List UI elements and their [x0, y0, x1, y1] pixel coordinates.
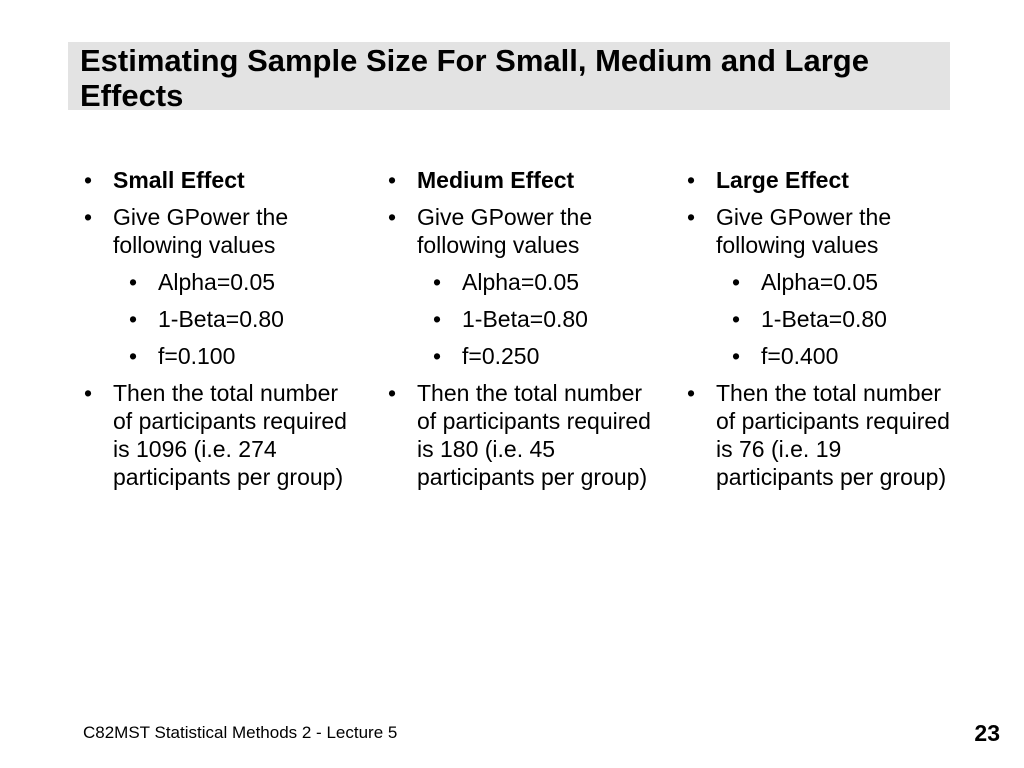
- medium-effect-alpha-item: • Alpha=0.05: [433, 268, 653, 296]
- bullet-icon: •: [388, 380, 397, 406]
- page-number: 23: [974, 720, 1000, 746]
- large-effect-conclusion-item: • Then the total number of participants …: [687, 379, 952, 491]
- small-effect-instruction: Give GPower the following values: [113, 204, 289, 258]
- small-effect-column: • Small Effect • Give GPower the followi…: [84, 166, 349, 500]
- large-effect-heading: Large Effect: [716, 167, 849, 193]
- bullet-icon: •: [687, 380, 696, 406]
- large-effect-instruction: Give GPower the following values: [716, 204, 892, 258]
- bullet-icon: •: [732, 306, 741, 332]
- small-effect-bullet-list: • Small Effect • Give GPower the followi…: [84, 166, 349, 491]
- large-effect-instruction-item: • Give GPower the following values: [687, 203, 952, 259]
- small-effect-instruction-item: • Give GPower the following values: [84, 203, 349, 259]
- medium-effect-instruction-item: • Give GPower the following values: [388, 203, 653, 259]
- bullet-icon: •: [732, 343, 741, 369]
- large-effect-column: • Large Effect • Give GPower the followi…: [687, 166, 952, 500]
- medium-effect-column: • Medium Effect • Give GPower the follow…: [388, 166, 653, 500]
- bullet-icon: •: [687, 204, 696, 230]
- medium-effect-alpha: Alpha=0.05: [462, 269, 580, 295]
- bullet-icon: •: [732, 269, 741, 295]
- bullet-icon: •: [433, 343, 442, 369]
- large-effect-power-item: • 1-Beta=0.80: [732, 305, 952, 333]
- medium-effect-heading-item: • Medium Effect: [388, 166, 653, 194]
- bullet-icon: •: [388, 167, 397, 193]
- large-effect-f-item: • f=0.400: [732, 342, 952, 370]
- small-effect-f: f=0.100: [158, 343, 236, 369]
- small-effect-heading-item: • Small Effect: [84, 166, 349, 194]
- bullet-icon: •: [433, 269, 442, 295]
- large-effect-alpha: Alpha=0.05: [761, 269, 879, 295]
- bullet-icon: •: [129, 306, 138, 332]
- medium-effect-power: 1-Beta=0.80: [462, 306, 588, 332]
- bullet-icon: •: [433, 306, 442, 332]
- small-effect-conclusion: Then the total number of participants re…: [113, 380, 347, 490]
- medium-effect-conclusion-item: • Then the total number of participants …: [388, 379, 653, 491]
- medium-effect-heading: Medium Effect: [417, 167, 575, 193]
- bullet-icon: •: [84, 204, 93, 230]
- large-effect-bullet-list: • Large Effect • Give GPower the followi…: [687, 166, 952, 491]
- medium-effect-f: f=0.250: [462, 343, 540, 369]
- small-effect-alpha: Alpha=0.05: [158, 269, 276, 295]
- large-effect-power: 1-Beta=0.80: [761, 306, 887, 332]
- slide-footer: C82MST Statistical Methods 2 - Lecture 5: [83, 723, 398, 742]
- bullet-icon: •: [129, 269, 138, 295]
- small-effect-f-item: • f=0.100: [129, 342, 349, 370]
- bullet-icon: •: [129, 343, 138, 369]
- bullet-icon: •: [687, 167, 696, 193]
- medium-effect-power-item: • 1-Beta=0.80: [433, 305, 653, 333]
- small-effect-power-item: • 1-Beta=0.80: [129, 305, 349, 333]
- large-effect-alpha-item: • Alpha=0.05: [732, 268, 952, 296]
- medium-effect-conclusion: Then the total number of participants re…: [417, 380, 651, 490]
- small-effect-heading: Small Effect: [113, 167, 245, 193]
- medium-effect-bullet-list: • Medium Effect • Give GPower the follow…: [388, 166, 653, 491]
- bullet-icon: •: [388, 204, 397, 230]
- medium-effect-f-item: • f=0.250: [433, 342, 653, 370]
- slide-title-bar: Estimating Sample Size For Small, Medium…: [68, 42, 950, 113]
- bullet-icon: •: [84, 380, 93, 406]
- large-effect-f: f=0.400: [761, 343, 839, 369]
- small-effect-alpha-item: • Alpha=0.05: [129, 268, 349, 296]
- small-effect-power: 1-Beta=0.80: [158, 306, 284, 332]
- slide-title: Estimating Sample Size For Small, Medium…: [80, 43, 869, 113]
- large-effect-conclusion: Then the total number of participants re…: [716, 380, 950, 490]
- medium-effect-instruction: Give GPower the following values: [417, 204, 593, 258]
- bullet-icon: •: [84, 167, 93, 193]
- large-effect-heading-item: • Large Effect: [687, 166, 952, 194]
- small-effect-conclusion-item: • Then the total number of participants …: [84, 379, 349, 491]
